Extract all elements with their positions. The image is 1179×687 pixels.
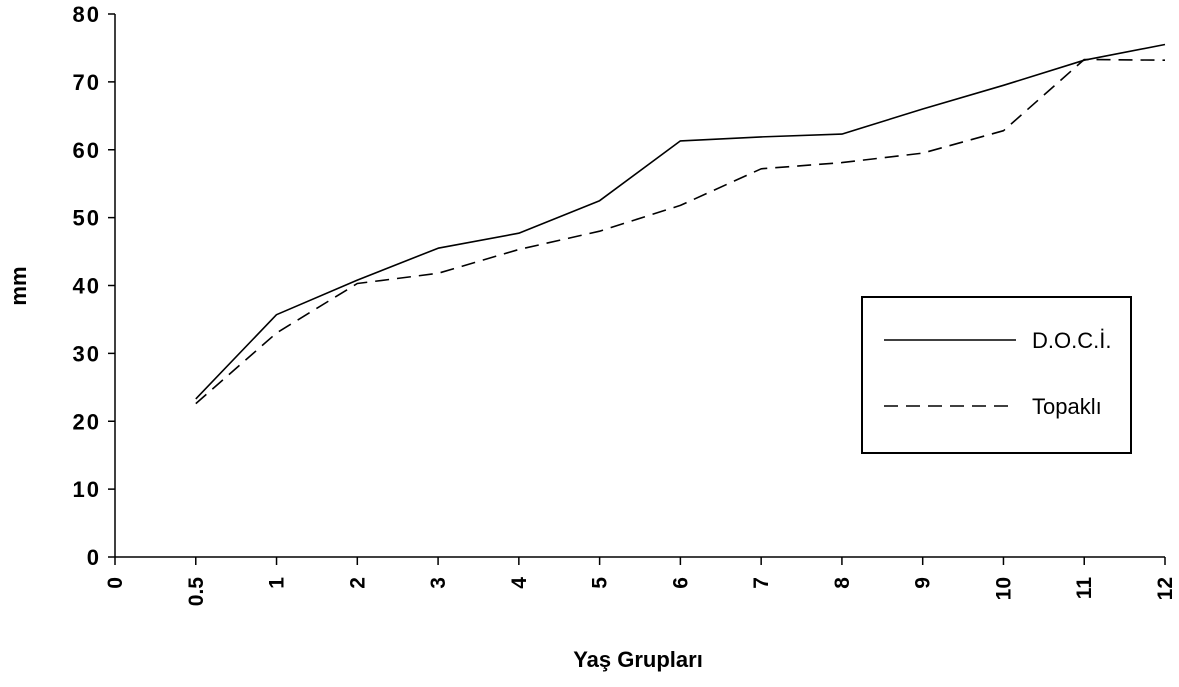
series-line-0	[195, 43, 1166, 400]
series-line-1	[195, 58, 1166, 405]
legend-label-doci: D.O.C.İ.	[1032, 328, 1111, 353]
x-axis-ticks: 0 0.5 1 2 3 4 5 6 7 8 9 10 11 12	[104, 557, 1177, 606]
y-tick-label: 20	[73, 409, 101, 434]
x-tick-label: 7	[750, 577, 773, 589]
legend-box	[861, 296, 1132, 454]
x-tick-label: 4	[508, 577, 531, 589]
x-tick-label: 2	[346, 577, 369, 589]
y-tick-label: 30	[73, 341, 101, 366]
x-tick-label: 9	[912, 577, 935, 589]
y-tick-label: 50	[73, 206, 101, 231]
legend: D.O.C.İ. Topaklı	[861, 296, 1132, 454]
x-axis-title: Yaş Grupları	[573, 647, 703, 672]
x-tick-label: 6	[669, 577, 692, 589]
y-tick-label: 40	[73, 274, 101, 299]
x-tick-label: 12	[1154, 577, 1177, 600]
y-tick-label: 70	[73, 70, 101, 95]
y-tick-label: 0	[87, 545, 101, 570]
x-tick-label: 8	[831, 577, 854, 589]
axes	[114, 14, 1165, 558]
x-tick-label: 0.5	[185, 577, 208, 607]
y-tick-label: 60	[73, 138, 101, 163]
y-tick-label: 80	[73, 2, 101, 27]
series-lines	[195, 43, 1166, 405]
y-axis-title: mm	[6, 266, 31, 305]
x-tick-label: 11	[1073, 577, 1096, 600]
x-tick-label: 1	[266, 577, 289, 589]
x-tick-label: 0	[104, 577, 127, 589]
x-tick-label: 10	[992, 577, 1015, 600]
x-tick-label: 3	[427, 577, 450, 589]
x-tick-label: 5	[589, 577, 612, 589]
y-axis-ticks: 0 10 20 30 40 50 60 70 80	[73, 2, 115, 570]
y-tick-label: 10	[73, 477, 101, 502]
legend-label-topakli: Topaklı	[1032, 394, 1102, 419]
